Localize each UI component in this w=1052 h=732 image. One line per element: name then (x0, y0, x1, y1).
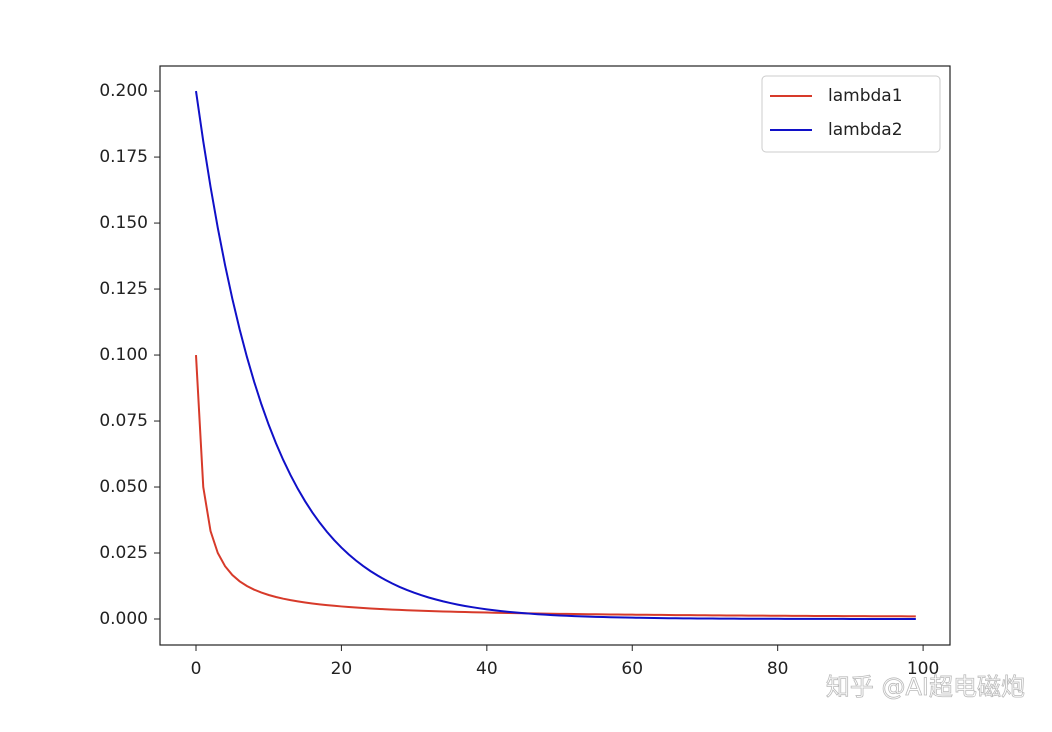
legend-label: lambda1 (828, 86, 903, 106)
y-tick-label: 0.150 (99, 213, 148, 233)
watermark: 知乎 @AI超电磁炮 (826, 673, 1025, 701)
x-tick-label: 40 (476, 659, 498, 679)
y-tick-label: 0.125 (99, 279, 148, 299)
x-tick-label: 80 (767, 659, 789, 679)
y-tick-label: 0.075 (99, 411, 148, 431)
legend-label: lambda2 (828, 120, 903, 140)
x-tick-label: 20 (331, 659, 353, 679)
y-tick-label: 0.000 (99, 609, 148, 629)
y-tick-label: 0.175 (99, 147, 148, 167)
line (194, 354, 916, 618)
y-tick-label: 0.025 (99, 543, 148, 563)
x-tick-label: 0 (191, 659, 202, 679)
y-tick-label: 0.100 (99, 345, 148, 365)
y-tick-label: 0.050 (99, 477, 148, 497)
x-tick-label: 60 (621, 659, 643, 679)
plot-frame (159, 65, 951, 646)
line (195, 90, 916, 620)
x-tick-label: 100 (907, 659, 939, 679)
y-tick-label: 0.200 (99, 81, 148, 101)
